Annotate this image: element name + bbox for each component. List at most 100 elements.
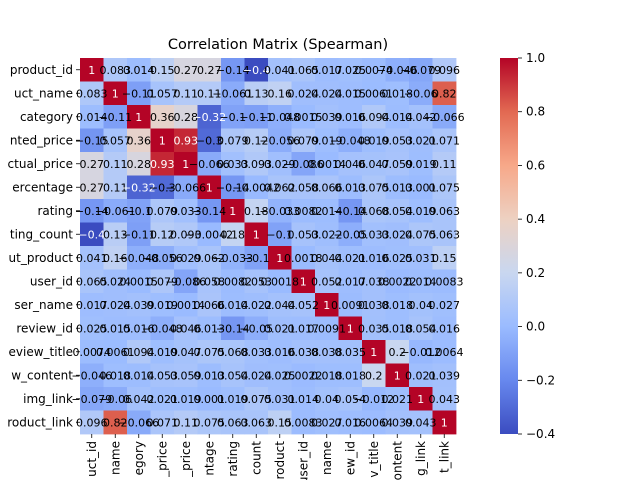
heatmap-cell <box>291 58 316 82</box>
heatmap-cell <box>338 105 363 129</box>
heatmap-cell <box>103 363 128 388</box>
heatmap-cell <box>127 222 151 247</box>
heatmap-cell <box>197 246 222 270</box>
heatmap-cell <box>315 81 339 106</box>
heatmap-cell <box>197 222 222 247</box>
heatmap-cell <box>338 246 363 270</box>
heatmap-cell <box>150 387 175 411</box>
heatmap-cell <box>244 222 269 247</box>
row-tick-label: nted_price <box>10 133 73 147</box>
heatmap-cell <box>268 152 292 176</box>
heatmap-cell <box>127 363 151 388</box>
heatmap-cell <box>80 340 104 364</box>
heatmap-cell <box>315 293 339 317</box>
heatmap-cell <box>291 222 316 247</box>
heatmap-cell <box>385 199 410 223</box>
heatmap-cell <box>80 222 104 247</box>
heatmap-cell <box>385 105 410 129</box>
heatmap-cell <box>244 340 269 364</box>
heatmap-cell <box>385 410 410 435</box>
colorbar-tick-label: −0.2 <box>526 373 555 387</box>
heatmap-cell <box>385 152 410 176</box>
heatmap-cell <box>268 105 292 129</box>
heatmap-cell <box>362 246 386 270</box>
heatmap-cell <box>385 293 410 317</box>
heatmap-cell <box>338 340 363 364</box>
heatmap-cell <box>268 410 292 435</box>
heatmap-cell <box>221 175 245 200</box>
heatmap-cell <box>362 105 386 129</box>
heatmap-cell <box>103 410 128 435</box>
heatmap-cell <box>244 293 269 317</box>
heatmap-cell <box>197 363 222 388</box>
heatmap-cell <box>80 269 104 294</box>
heatmap-cell <box>362 410 386 435</box>
heatmap-cell <box>291 81 316 106</box>
heatmap-cell <box>385 81 410 106</box>
heatmap-cell <box>80 410 104 435</box>
chart-title: Correlation Matrix (Spearman) <box>168 37 388 53</box>
heatmap-cell <box>127 199 151 223</box>
heatmap-cell <box>221 58 245 82</box>
heatmap-cell <box>338 199 363 223</box>
heatmap-cell <box>197 410 222 435</box>
heatmap-cell <box>174 246 198 270</box>
row-tick-label: review_id <box>16 321 73 335</box>
heatmap-cell <box>103 58 128 82</box>
heatmap-cell <box>174 81 198 106</box>
heatmap-cell <box>385 246 410 270</box>
heatmap-cell <box>268 222 292 247</box>
heatmap-cell <box>362 58 386 82</box>
column-tick-label: name <box>108 441 122 475</box>
column-tick-label: user_id <box>296 441 310 480</box>
heatmap-cell <box>385 387 410 411</box>
heatmap-cell <box>432 81 457 106</box>
heatmap-cell <box>409 105 433 129</box>
column-tick-label: ew_id <box>343 441 357 475</box>
heatmap-cell <box>338 222 363 247</box>
column-tick-label: roduct <box>273 441 287 480</box>
heatmap-cell <box>268 269 292 294</box>
column-tick-label: g_link <box>414 441 428 476</box>
heatmap-cell <box>291 340 316 364</box>
heatmap-cell <box>291 175 316 200</box>
heatmap-cell <box>174 293 198 317</box>
row-tick-label: w_content <box>11 368 73 382</box>
heatmap-cell <box>103 340 128 364</box>
heatmap-cell <box>103 222 128 247</box>
heatmap-cell <box>197 199 222 223</box>
heatmap-cell <box>385 128 410 153</box>
heatmap-cell <box>127 175 151 200</box>
heatmap-cell <box>409 152 433 176</box>
heatmap-cell <box>174 199 198 223</box>
heatmap-cell <box>315 199 339 223</box>
column-tick-label: rating <box>226 441 240 477</box>
heatmap-cell <box>385 363 410 388</box>
heatmap-cell <box>268 340 292 364</box>
heatmap-cell <box>385 222 410 247</box>
heatmap-cell <box>174 152 198 176</box>
heatmap-cell <box>150 175 175 200</box>
heatmap-cell <box>268 246 292 270</box>
heatmap-cell <box>197 340 222 364</box>
heatmap-cell <box>244 105 269 129</box>
column-tick-label: ntage <box>202 441 216 476</box>
heatmap-cell <box>127 410 151 435</box>
heatmap-cell <box>409 316 433 341</box>
heatmap-cell <box>315 175 339 200</box>
heatmap-cell <box>127 269 151 294</box>
column-tick-label: count <box>249 441 263 475</box>
heatmap-cell <box>409 175 433 200</box>
heatmap-cell <box>221 81 245 106</box>
heatmap-cell <box>150 128 175 153</box>
row-tick-label: roduct_link <box>7 415 73 429</box>
heatmap-cell <box>80 58 104 82</box>
heatmap-cell <box>338 316 363 341</box>
heatmap-cell <box>174 269 198 294</box>
heatmap-cell <box>103 175 128 200</box>
heatmap-cell <box>127 340 151 364</box>
column-tick-label: ontent <box>390 441 404 480</box>
heatmap-cell <box>127 387 151 411</box>
heatmap-cell <box>291 316 316 341</box>
